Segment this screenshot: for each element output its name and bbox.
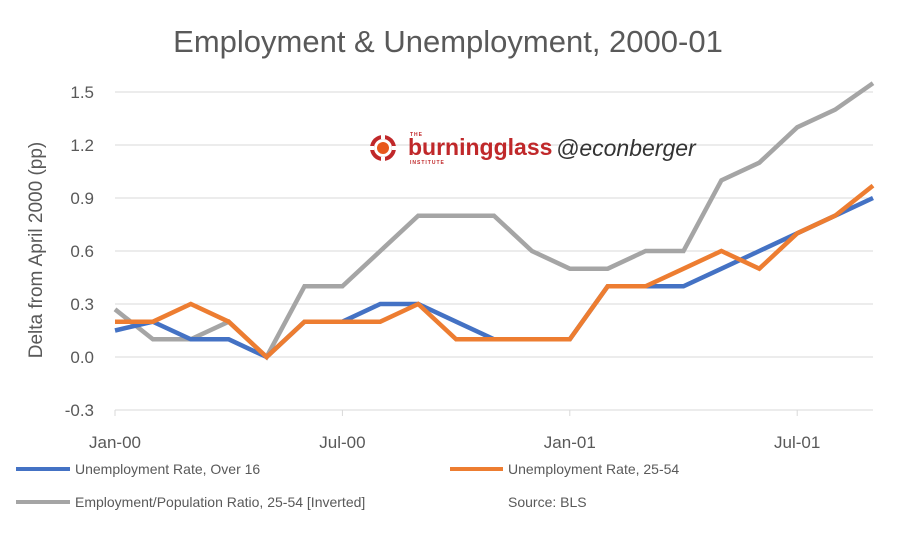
legend-label: Unemployment Rate, 25-54 (508, 461, 679, 477)
legend-label: Employment/Population Ratio, 25-54 [Inve… (75, 494, 365, 510)
y-tick-label: -0.3 (65, 401, 94, 420)
y-tick-label: 1.5 (70, 83, 94, 102)
legend-label: Unemployment Rate, Over 16 (75, 461, 260, 477)
series-line-1 (114, 195, 874, 360)
legend: Unemployment Rate, Over 16 Unemployment … (16, 461, 679, 510)
series-line-3 (113, 81, 875, 361)
y-tick-label: 1.2 (70, 136, 94, 155)
y-tick-label: 0.0 (70, 348, 94, 367)
y-axis-label: Delta from April 2000 (pp) (26, 142, 47, 359)
gridlines (115, 91, 873, 411)
burning-glass-logo: THE burningglass INSTITUTE @econberger (368, 132, 697, 166)
sun-icon (368, 133, 398, 163)
x-tick-label: Jul-00 (319, 433, 365, 452)
logo-bottom-text: INSTITUTE (410, 160, 445, 166)
y-tick-label: 0.3 (70, 295, 94, 314)
x-tick-labels: Jan-00 Jul-00 Jan-01 Jul-01 (89, 410, 820, 452)
source-note: Source: BLS (508, 494, 587, 510)
x-tick-label: Jan-00 (89, 433, 141, 452)
twitter-handle: @econberger (556, 135, 697, 161)
y-tick-labels: 1.5 1.2 0.9 0.6 0.3 0.0 -0.3 (65, 83, 94, 420)
chart-title: Employment & Unemployment, 2000-01 (173, 24, 723, 59)
x-tick-label: Jul-01 (774, 433, 820, 452)
logo-wordmark: burningglass (408, 134, 552, 160)
series-lines (113, 81, 875, 361)
series-line-2 (115, 183, 875, 361)
y-tick-label: 0.6 (70, 242, 94, 261)
legend-item-series-1: Unemployment Rate, Over 16 (16, 461, 260, 477)
x-tick-label: Jan-01 (544, 433, 596, 452)
legend-item-series-3: Employment/Population Ratio, 25-54 [Inve… (16, 494, 365, 510)
legend-item-series-2: Unemployment Rate, 25-54 (450, 461, 679, 477)
logo-top-text: THE (410, 132, 423, 138)
y-tick-label: 0.9 (70, 189, 94, 208)
